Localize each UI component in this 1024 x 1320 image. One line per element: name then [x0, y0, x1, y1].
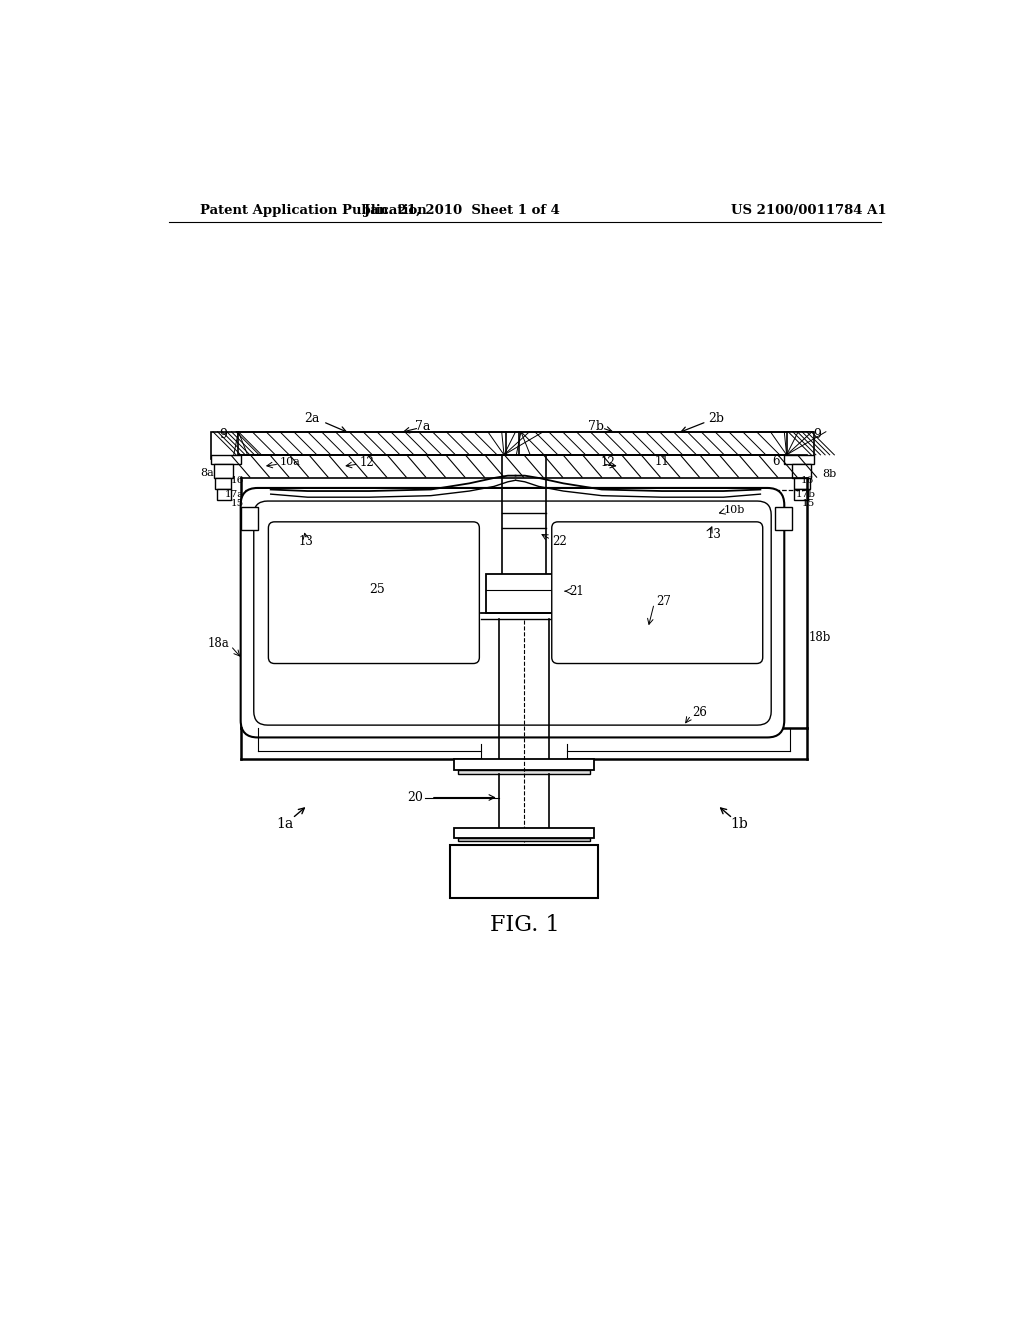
- Bar: [454, 829, 594, 838]
- Text: 27: 27: [656, 594, 672, 607]
- Bar: [519, 432, 788, 455]
- Bar: [241, 507, 258, 531]
- Text: 25: 25: [369, 583, 385, 597]
- Bar: [217, 488, 230, 499]
- Bar: [215, 478, 230, 488]
- FancyBboxPatch shape: [552, 521, 763, 664]
- Text: 18a: 18a: [208, 638, 229, 649]
- FancyBboxPatch shape: [241, 488, 784, 738]
- Text: 21: 21: [569, 585, 585, 598]
- Text: 17b: 17b: [796, 490, 816, 499]
- Text: 15: 15: [802, 499, 815, 508]
- Text: 2a: 2a: [304, 412, 319, 425]
- Text: 22: 22: [553, 536, 567, 548]
- Text: 7a: 7a: [416, 420, 431, 433]
- Bar: [786, 432, 813, 459]
- Text: 8b: 8b: [822, 469, 837, 479]
- FancyBboxPatch shape: [254, 502, 771, 725]
- Text: 13: 13: [707, 528, 721, 541]
- Text: 8a: 8a: [201, 467, 214, 478]
- Text: 7b: 7b: [589, 420, 604, 433]
- Text: 10a: 10a: [280, 457, 300, 467]
- Text: 15: 15: [231, 499, 245, 508]
- Text: 6: 6: [773, 454, 780, 467]
- FancyBboxPatch shape: [268, 521, 479, 664]
- Text: 17a: 17a: [225, 490, 245, 499]
- Bar: [486, 574, 562, 612]
- Bar: [211, 432, 239, 459]
- Bar: [458, 770, 590, 775]
- Text: 1b: 1b: [730, 817, 748, 832]
- Bar: [451, 845, 598, 898]
- Text: 10b: 10b: [724, 504, 744, 515]
- Text: 20: 20: [408, 791, 423, 804]
- Text: 2b: 2b: [708, 412, 724, 425]
- Bar: [795, 478, 810, 488]
- Text: 12: 12: [600, 455, 615, 469]
- Bar: [458, 838, 590, 841]
- Text: 16: 16: [231, 475, 245, 484]
- Bar: [792, 465, 811, 478]
- Text: US 2100/0011784 A1: US 2100/0011784 A1: [731, 205, 887, 218]
- Text: 18b: 18b: [808, 631, 830, 644]
- Bar: [454, 759, 594, 770]
- Text: Jan. 21, 2010  Sheet 1 of 4: Jan. 21, 2010 Sheet 1 of 4: [364, 205, 559, 218]
- Text: 16: 16: [801, 475, 814, 484]
- Bar: [237, 432, 506, 455]
- Text: 11: 11: [654, 454, 669, 467]
- Text: FIG. 1: FIG. 1: [490, 913, 559, 936]
- Text: 26: 26: [692, 706, 708, 719]
- Bar: [795, 488, 808, 499]
- Bar: [211, 455, 241, 465]
- Text: 9: 9: [813, 428, 821, 441]
- Text: 12: 12: [360, 455, 375, 469]
- Bar: [214, 465, 233, 478]
- Text: 9: 9: [219, 428, 227, 441]
- Text: 1a: 1a: [275, 817, 293, 832]
- Bar: [784, 455, 813, 465]
- Text: Patent Application Publication: Patent Application Publication: [200, 205, 427, 218]
- Text: 13: 13: [299, 536, 313, 548]
- Bar: [775, 507, 792, 531]
